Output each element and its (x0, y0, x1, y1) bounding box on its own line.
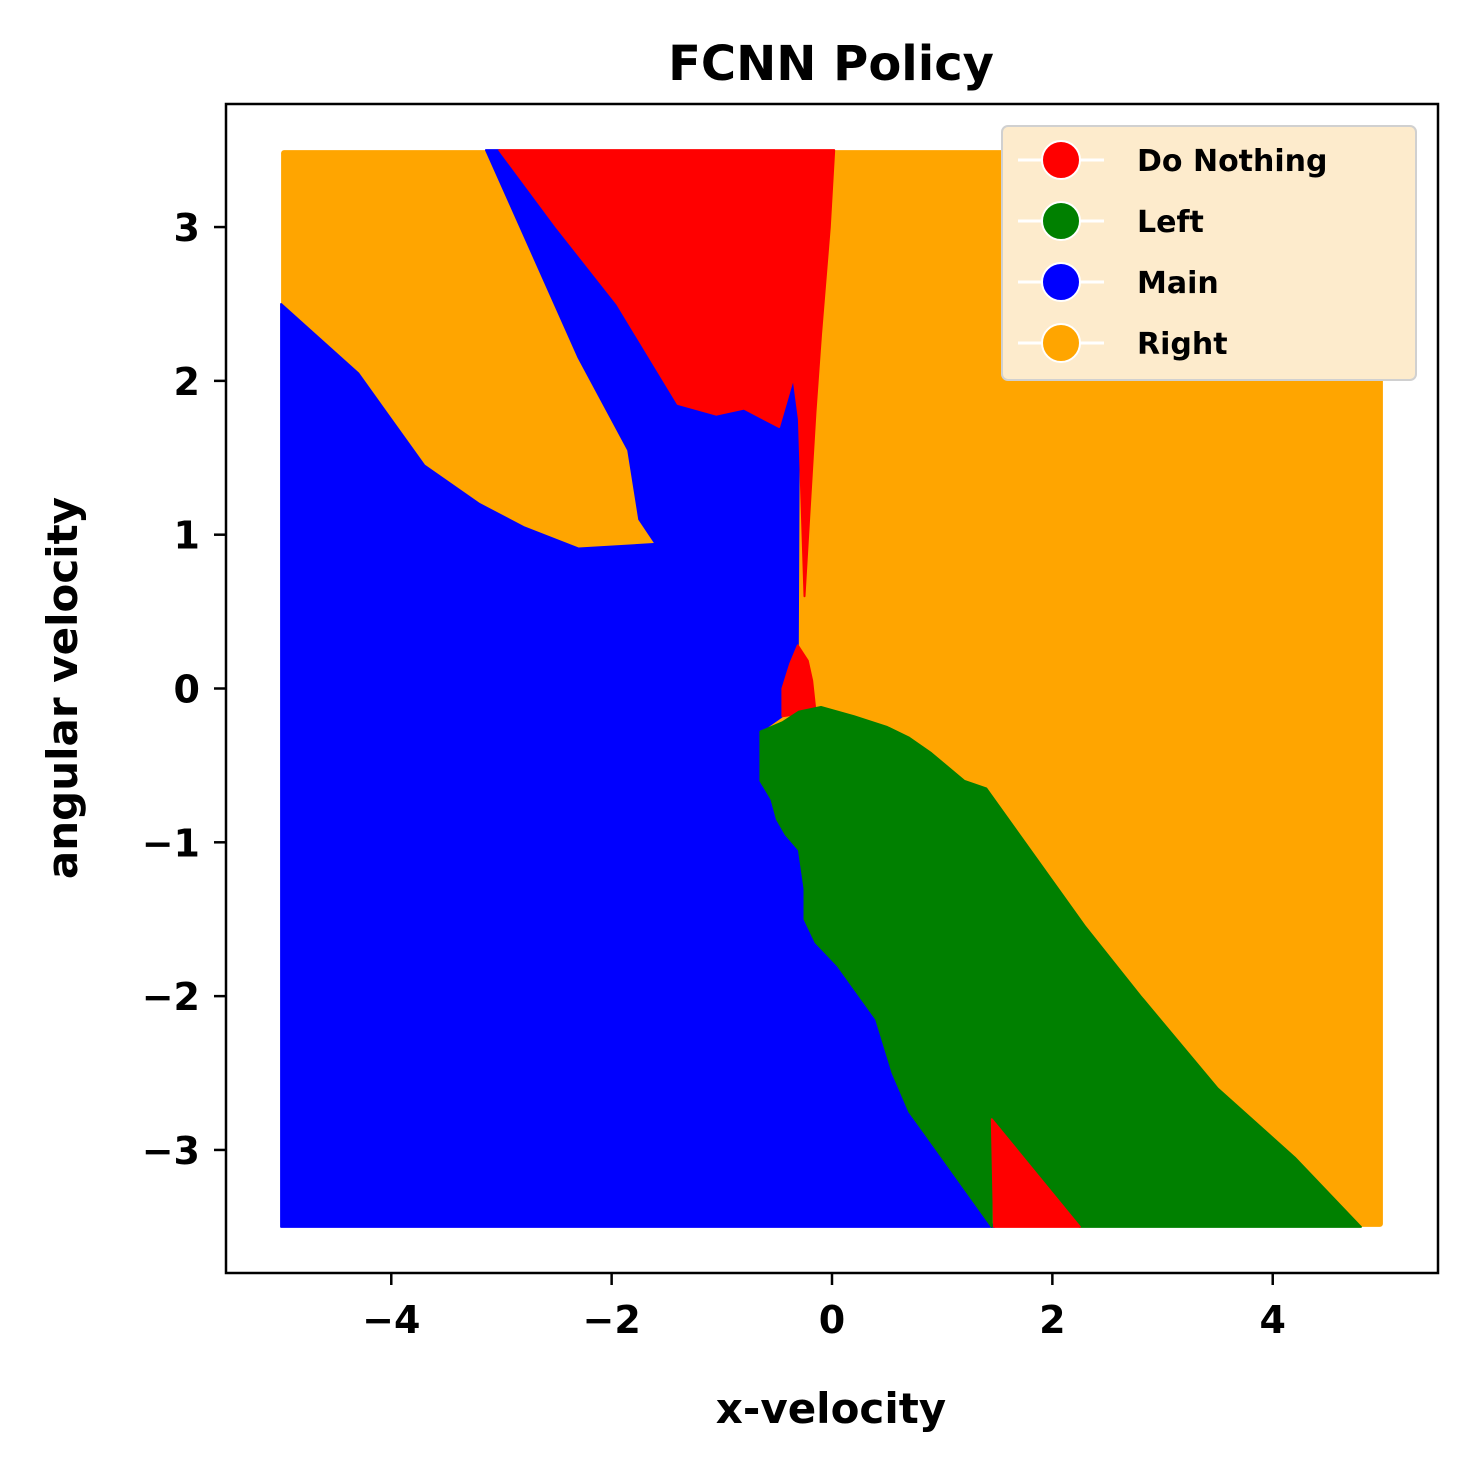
x-tick-label: 2 (1039, 1298, 1065, 1342)
x-axis-ticks: −4 −2 0 2 4 (362, 1273, 1286, 1342)
region-do-nothing (498, 149, 836, 598)
x-tick-label: 0 (819, 1298, 845, 1342)
y-axis-label: angular velocity (38, 497, 87, 879)
y-tick-label: 2 (174, 360, 200, 404)
y-tick-label: −1 (142, 821, 200, 865)
y-axis-ticks: 3 2 1 0 −1 −2 −3 (142, 206, 226, 1173)
y-tick-label: 3 (174, 206, 200, 250)
y-tick-label: −3 (142, 1129, 200, 1173)
legend-label: Left (1137, 205, 1204, 240)
x-tick-label: −2 (582, 1298, 640, 1342)
chart-title: FCNN Policy (668, 36, 994, 92)
y-tick-label: −2 (142, 975, 200, 1019)
legend: Do Nothing Left Main Right (1001, 125, 1417, 381)
legend-box (1001, 125, 1417, 381)
legend-label: Right (1137, 327, 1228, 362)
legend-marker (1041, 262, 1081, 302)
x-tick-label: −4 (362, 1298, 420, 1342)
legend-marker (1041, 140, 1081, 180)
x-axis-label: x-velocity (716, 1384, 946, 1433)
plot-area (280, 149, 1383, 1228)
legend-marker (1041, 323, 1081, 363)
legend-marker (1041, 201, 1081, 241)
y-tick-label: 0 (174, 668, 200, 712)
legend-label: Do Nothing (1137, 144, 1328, 179)
x-tick-label: 4 (1260, 1298, 1286, 1342)
legend-label: Main (1137, 266, 1219, 301)
region-do-nothing (990, 1118, 1081, 1228)
y-tick-label: 1 (174, 514, 200, 558)
